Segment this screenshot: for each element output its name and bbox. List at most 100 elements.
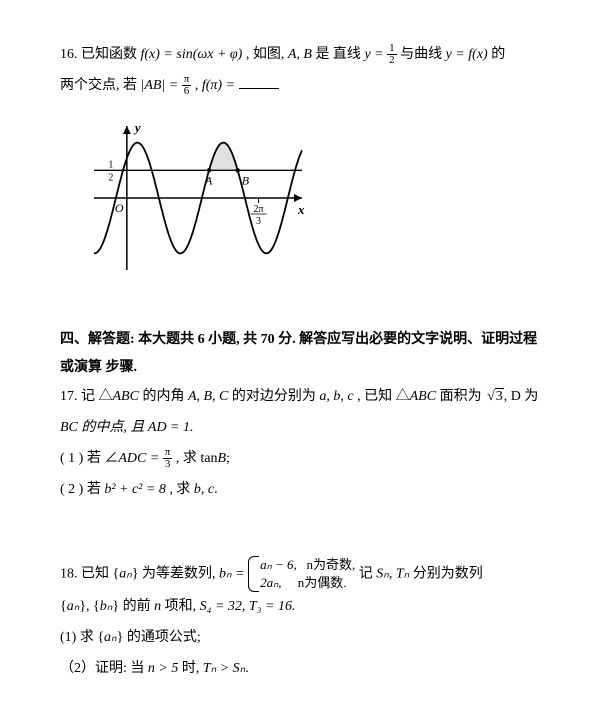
q18-t1: 已知 { bbox=[81, 566, 119, 581]
q18-l2c: } 的前 bbox=[112, 599, 154, 614]
svg-text:x: x bbox=[297, 202, 305, 217]
q16-yfx: y = f(x) bbox=[446, 47, 488, 62]
answer-blank bbox=[239, 77, 279, 89]
q16-mid3: 与曲线 bbox=[400, 47, 446, 62]
q17-part1: ( 1 ) 若 ∠ADC = π 3 , 求 tanB; bbox=[60, 444, 551, 475]
q17-number: 17. bbox=[60, 389, 78, 404]
q17-t6: , D 为 bbox=[504, 389, 539, 404]
q17-p1c: ; bbox=[226, 451, 230, 466]
svg-text:3: 3 bbox=[256, 216, 261, 227]
q17-ABC2: A, B, C bbox=[188, 389, 228, 404]
q18-line2: {aₙ}, {bₙ} 的前 n 项和, S₄ = 32, T₃ = 16. bbox=[60, 592, 551, 623]
q16-AB: A, B bbox=[288, 47, 312, 62]
frac-den: 2 bbox=[387, 55, 397, 66]
q17-t3: 的对边分别为 bbox=[232, 389, 320, 404]
question-18: 18. 已知 {aₙ} 为等差数列, bₙ = aₙ − 6, n为奇数, 2a… bbox=[60, 556, 551, 685]
q18-t3: 记 bbox=[359, 566, 377, 581]
q17-pi3: π 3 bbox=[163, 447, 173, 470]
piece-1: aₙ − 6, n为奇数, bbox=[260, 556, 355, 574]
q16-end1: 的 bbox=[491, 47, 505, 62]
q17-adc: ADC = bbox=[118, 451, 162, 466]
q18-p1: (1) 求 { bbox=[60, 630, 104, 645]
q17-ABC3: ABC bbox=[410, 389, 436, 404]
section-4-title: 四、解答题: 本大题共 6 小题, 共 70 分. 解答应写出必要的文字说明、证… bbox=[60, 326, 551, 382]
sine-graph: 1 2 A B Oy x 2π3 bbox=[76, 114, 316, 284]
q17-p2c: . bbox=[214, 482, 218, 497]
q18-t4: 分别为数列 bbox=[413, 566, 483, 581]
q16-half: 1 2 bbox=[387, 43, 397, 66]
frac-den: 3 bbox=[163, 459, 173, 470]
q18-SnTn: Sₙ, Tₙ bbox=[376, 566, 409, 581]
q17-line2text: BC 的中点, 且 AD = 1. bbox=[60, 420, 194, 435]
q18-p2b: 时, bbox=[182, 661, 203, 676]
sqrt3: 3 bbox=[485, 382, 504, 413]
q18-number: 18. bbox=[60, 566, 78, 581]
q16-fx: f(x) = sin(ωx + φ) bbox=[141, 47, 243, 62]
svg-text:2: 2 bbox=[108, 172, 113, 183]
q17-t5: 面积为 bbox=[440, 389, 486, 404]
q18-an2: aₙ bbox=[67, 599, 80, 614]
radicand: 3 bbox=[495, 388, 504, 404]
q17-p2bc: b, c bbox=[194, 482, 214, 497]
q17-p2a: ( 2 ) 若 bbox=[60, 482, 104, 497]
page: 16. 已知函数 f(x) = sin(ωx + φ) , 如图, A, B 是… bbox=[0, 0, 611, 724]
q18-an1: aₙ bbox=[119, 566, 132, 581]
q18-part1: (1) 求 {aₙ} 的通项公式; bbox=[60, 623, 551, 654]
q18-p2c: . bbox=[245, 661, 249, 676]
svg-text:1: 1 bbox=[108, 159, 113, 170]
q16-line2b: , bbox=[195, 78, 202, 93]
q18-l2b: }, { bbox=[79, 599, 99, 614]
question-16: 16. 已知函数 f(x) = sin(ωx + φ) , 如图, A, B 是… bbox=[60, 40, 551, 296]
q18-line1: 18. 已知 {aₙ} 为等差数列, bₙ = aₙ − 6, n为奇数, 2a… bbox=[60, 556, 551, 592]
q17-t1: 记 △ bbox=[81, 389, 113, 404]
q17-abc: a, b, c bbox=[319, 389, 353, 404]
q18-p1an: aₙ bbox=[104, 630, 117, 645]
q16-figure: 1 2 A B Oy x 2π3 bbox=[76, 114, 551, 297]
q17-t4: , 已知 △ bbox=[357, 389, 410, 404]
spacer bbox=[60, 506, 551, 556]
q16-line2: 两个交点, 若 |AB| = π 6 , f(π) = bbox=[60, 71, 551, 102]
q17-ABC: ABC bbox=[113, 389, 139, 404]
q16-mid2: 是 直线 bbox=[315, 47, 364, 62]
q17-p1b: , 求 tan bbox=[176, 451, 218, 466]
svg-text:O: O bbox=[115, 201, 124, 215]
q16-mid1: , 如图, bbox=[246, 47, 288, 62]
q18-bn: bₙ = bbox=[219, 566, 248, 581]
q18-l2a: { bbox=[60, 599, 67, 614]
q17-p2b: , 求 bbox=[169, 482, 194, 497]
q16-number: 16. bbox=[60, 47, 78, 62]
q16-pi6: π 6 bbox=[182, 74, 192, 97]
svg-text:A: A bbox=[204, 173, 213, 187]
q18-p2a: （2）证明: 当 bbox=[60, 661, 148, 676]
frac-den: 6 bbox=[182, 86, 192, 97]
case1a: aₙ − 6, bbox=[260, 557, 297, 572]
q18-part2: （2）证明: 当 n > 5 时, Tₙ > Sₙ. bbox=[60, 654, 551, 685]
q18-p2ineq: Tₙ > Sₙ bbox=[203, 661, 245, 676]
q18-p2cond: n > 5 bbox=[148, 661, 178, 676]
q17-p2eq: b² + c² = 8 bbox=[104, 482, 166, 497]
q17-p1a: ( 1 ) 若 ∠ bbox=[60, 451, 118, 466]
q18-S4: S₄ = 32, T₃ = 16. bbox=[200, 599, 296, 614]
q17-part2: ( 2 ) 若 b² + c² = 8 , 求 b, c. bbox=[60, 475, 551, 506]
q18-bn2: bₙ bbox=[100, 599, 113, 614]
q17-t2: 的内角 bbox=[142, 389, 188, 404]
question-17: 17. 记 △ABC 的内角 A, B, C 的对边分别为 a, b, c , … bbox=[60, 382, 551, 505]
q18-n: n bbox=[154, 599, 161, 614]
q18-p1b: } 的通项公式; bbox=[117, 630, 201, 645]
q16-line2a: 两个交点, 若 bbox=[60, 78, 141, 93]
svg-text:2π: 2π bbox=[254, 204, 264, 215]
q16-ababs: |AB| = bbox=[141, 78, 182, 93]
q16-fpi: f(π) = bbox=[202, 78, 235, 93]
case1b: n为奇数, bbox=[307, 557, 356, 572]
svg-text:y: y bbox=[133, 120, 141, 135]
q16-yeq: y = bbox=[364, 47, 387, 62]
q16-pre: 已知函数 bbox=[81, 47, 141, 62]
piece-2: 2aₙ, n为偶数. bbox=[260, 574, 355, 592]
case2a: 2aₙ, bbox=[260, 575, 281, 590]
q18-t2: } 为等差数列, bbox=[132, 566, 219, 581]
svg-text:B: B bbox=[242, 173, 250, 187]
q18-l2d: 项和, bbox=[165, 599, 200, 614]
q17-line2: BC 的中点, 且 AD = 1. bbox=[60, 413, 551, 444]
q17-line1: 17. 记 △ABC 的内角 A, B, C 的对边分别为 a, b, c , … bbox=[60, 382, 551, 413]
q16-line1: 16. 已知函数 f(x) = sin(ωx + φ) , 如图, A, B 是… bbox=[60, 40, 551, 71]
